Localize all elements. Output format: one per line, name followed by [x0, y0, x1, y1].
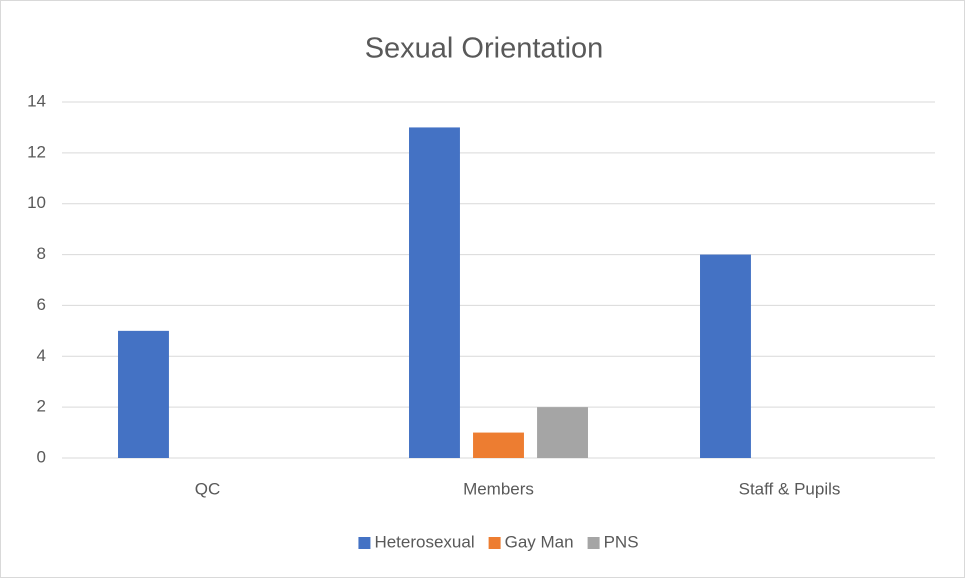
- y-tick-label: 6: [37, 295, 46, 314]
- x-tick-label: QC: [195, 479, 221, 498]
- legend-swatch: [488, 537, 501, 549]
- bar: [409, 127, 460, 458]
- y-tick-label: 12: [27, 142, 46, 161]
- y-tick-label: 14: [27, 91, 46, 110]
- legend-swatch: [587, 537, 600, 549]
- y-tick-label: 2: [37, 397, 46, 416]
- chart-title: Sexual Orientation: [365, 33, 604, 65]
- legend-swatch: [358, 537, 371, 549]
- y-tick-label: 8: [37, 244, 46, 263]
- legend-label: Gay Man: [505, 532, 574, 551]
- y-tick-label: 0: [37, 447, 46, 466]
- x-tick-label: Members: [463, 479, 534, 498]
- x-tick-label: Staff & Pupils: [739, 479, 841, 498]
- bar: [537, 407, 588, 458]
- y-tick-label: 4: [37, 346, 46, 365]
- y-tick-label: 10: [27, 193, 46, 212]
- bar: [700, 254, 751, 458]
- legend-label: PNS: [604, 532, 639, 551]
- legend-label: Heterosexual: [374, 532, 474, 551]
- bar: [473, 432, 524, 458]
- bar: [118, 330, 169, 458]
